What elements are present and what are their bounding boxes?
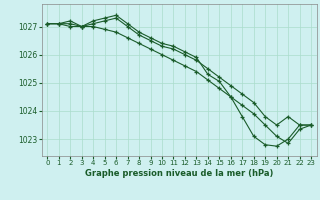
X-axis label: Graphe pression niveau de la mer (hPa): Graphe pression niveau de la mer (hPa): [85, 169, 273, 178]
